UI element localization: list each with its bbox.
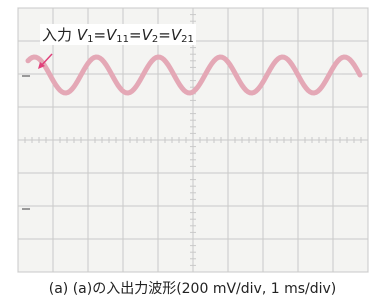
annotation-part: 21 xyxy=(181,34,194,45)
figure: 入力 V1=V11=V2=V21 (a) (a)の入出力波形(200 mV/di… xyxy=(0,0,385,292)
annotation: 入力 V1=V11=V2=V21 xyxy=(40,24,196,45)
annotation-part: 入力 xyxy=(42,26,72,44)
annotation-part: V xyxy=(142,26,152,44)
annotation-part: = xyxy=(158,26,171,44)
annotation-part: V xyxy=(106,26,116,44)
annotation-part: = xyxy=(129,26,142,44)
annotation-part: = xyxy=(93,26,106,44)
caption: (a) (a)の入出力波形(200 mV/div, 1 ms/div) xyxy=(0,278,385,298)
annotation-part: V xyxy=(171,26,181,44)
annotation-part: 11 xyxy=(116,34,129,45)
annotation-part: V xyxy=(77,26,87,44)
